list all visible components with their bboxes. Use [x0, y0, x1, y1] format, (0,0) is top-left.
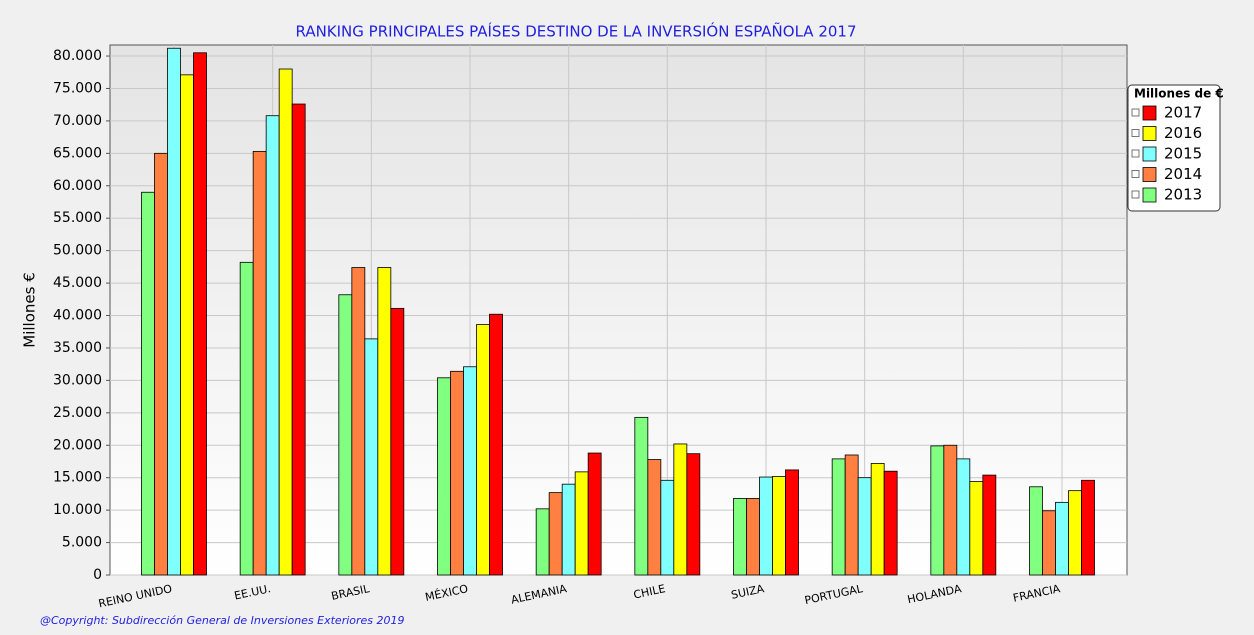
bar — [364, 338, 379, 576]
legend-swatch — [1142, 146, 1157, 162]
y-tick-label: 55.000 — [53, 210, 102, 226]
legend-label: 2013 — [1164, 186, 1202, 204]
bar — [141, 191, 155, 576]
x-tick-label: ALEMANIA — [510, 582, 569, 607]
y-tick-label: 75.000 — [53, 80, 102, 96]
bar — [239, 261, 254, 576]
bar — [561, 483, 576, 576]
legend-swatch — [1142, 167, 1157, 182]
bar — [647, 459, 662, 576]
legend-checkbox — [1131, 149, 1140, 158]
bar — [1042, 510, 1056, 576]
legend-checkbox — [1131, 170, 1140, 178]
bar — [291, 103, 306, 576]
bar — [982, 474, 997, 576]
y-tick-label: 10.000 — [53, 502, 102, 518]
bar — [733, 498, 747, 576]
bar — [489, 313, 503, 576]
y-tick-label: 30.000 — [53, 372, 102, 388]
y-tick-label: 5.000 — [62, 535, 102, 551]
bar — [857, 477, 872, 576]
bar — [930, 445, 945, 576]
bar — [450, 370, 464, 576]
bar — [844, 454, 859, 576]
y-tick-label: 40.000 — [53, 308, 102, 324]
bar — [154, 152, 168, 576]
bar — [1081, 479, 1095, 576]
bar — [759, 476, 773, 576]
bar — [943, 444, 958, 576]
bar — [1055, 501, 1069, 576]
legend-checkbox — [1131, 108, 1140, 117]
bar — [772, 475, 786, 576]
bar — [1029, 486, 1043, 576]
x-tick-label: CHILE — [632, 582, 666, 601]
bar — [587, 452, 602, 576]
bar — [574, 471, 589, 576]
bar — [1068, 490, 1082, 576]
legend-swatch — [1142, 126, 1157, 141]
bar — [548, 492, 563, 576]
bar — [476, 324, 490, 576]
bar — [167, 47, 181, 576]
y-tick-label: 20.000 — [53, 437, 102, 453]
x-tick-label: PORTUGAL — [803, 582, 864, 607]
bar — [535, 508, 550, 576]
legend-label: 2015 — [1164, 145, 1202, 163]
y-tick-label: 45.000 — [53, 275, 102, 291]
legend-label: 2017 — [1164, 104, 1202, 122]
legend-checkbox — [1131, 190, 1140, 199]
x-tick-label: REINO UNIDO — [97, 582, 173, 610]
x-tick-label: HOLANDA — [906, 582, 963, 606]
legend-swatch — [1142, 105, 1157, 121]
bar — [437, 377, 451, 576]
y-tick-label: 65.000 — [53, 145, 102, 161]
x-tick-label: EE.UU. — [233, 582, 272, 602]
bar — [634, 416, 649, 576]
x-tick-label: FRANCIA — [1012, 582, 1062, 605]
bar — [252, 150, 267, 576]
bar — [831, 458, 846, 576]
bar — [351, 267, 366, 576]
bar — [390, 307, 405, 576]
y-tick-label: 0 — [93, 567, 102, 583]
y-tick-label: 60.000 — [53, 178, 102, 194]
chart-title: RANKING PRINCIPALES PAÍSES DESTINO DE LA… — [296, 22, 857, 41]
y-tick-label: 50.000 — [53, 243, 102, 259]
y-tick-label: 15.000 — [53, 470, 102, 486]
bar — [265, 115, 280, 576]
bar — [180, 74, 194, 576]
x-tick-label: BRASIL — [330, 582, 371, 603]
bar — [883, 470, 898, 576]
bar — [785, 469, 799, 576]
y-axis-label: Millones € — [21, 272, 39, 347]
bar — [377, 267, 392, 576]
legend-label: 2016 — [1164, 124, 1202, 142]
bar — [686, 453, 701, 576]
bar — [660, 479, 675, 576]
legend-swatch — [1142, 187, 1157, 203]
bar — [870, 463, 885, 576]
bar — [278, 68, 293, 576]
legend-label: 2014 — [1164, 165, 1202, 183]
bar — [746, 498, 760, 576]
bar — [956, 458, 971, 576]
bar — [193, 52, 207, 576]
y-tick-label: 35.000 — [53, 340, 102, 356]
x-tick-label: SUIZA — [730, 582, 766, 602]
x-tick-label: MÉXICO — [424, 582, 470, 604]
legend-title: Millones de € — [1134, 87, 1224, 101]
footnote: @Copyright: Subdirección General de Inve… — [40, 614, 405, 627]
bar — [338, 294, 353, 576]
bar — [969, 481, 984, 576]
y-tick-label: 80.000 — [53, 48, 102, 64]
legend-checkbox — [1131, 129, 1140, 137]
bar — [673, 443, 688, 576]
y-tick-label: 70.000 — [53, 113, 102, 129]
y-tick-label: 25.000 — [53, 405, 102, 421]
bar — [463, 366, 477, 576]
